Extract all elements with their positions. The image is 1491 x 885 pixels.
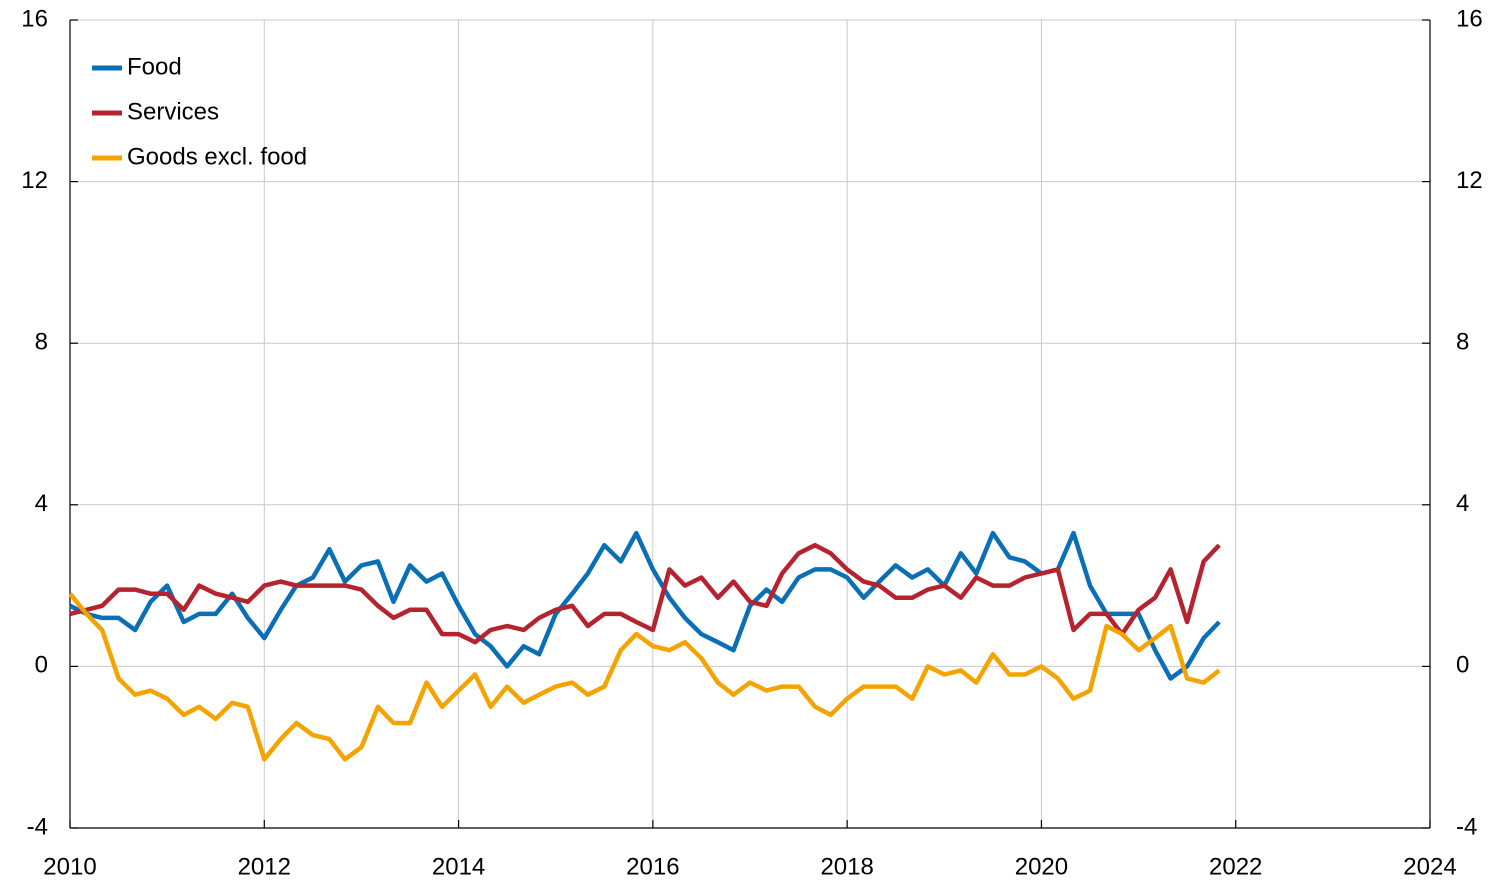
x-tick-label: 2010	[43, 853, 96, 880]
y-tick-label: 16	[21, 5, 48, 32]
y2-tick-label: 4	[1456, 490, 1469, 517]
y-tick-label: 0	[35, 652, 48, 679]
y2-tick-label: 16	[1456, 5, 1483, 32]
legend-label: Food	[127, 53, 182, 80]
x-tick-label: 2020	[1015, 853, 1068, 880]
x-tick-label: 2024	[1403, 853, 1456, 880]
x-tick-label: 2012	[238, 853, 291, 880]
legend-label: Services	[127, 98, 219, 125]
y2-tick-label: 12	[1456, 167, 1483, 194]
x-tick-label: 2022	[1209, 853, 1262, 880]
x-tick-label: 2014	[432, 853, 485, 880]
x-tick-label: 2016	[626, 853, 679, 880]
y-tick-label: 4	[35, 490, 48, 517]
y2-tick-label: 0	[1456, 652, 1469, 679]
series-line	[68, 592, 1221, 762]
series-line	[69, 542, 1221, 645]
y-tick-label: -4	[27, 813, 48, 840]
legend-label: Goods excl. food	[127, 143, 307, 170]
y2-tick-label: -4	[1456, 813, 1477, 840]
x-tick-label: 2018	[820, 853, 873, 880]
y-tick-label: 8	[35, 329, 48, 356]
y2-tick-label: 8	[1456, 329, 1469, 356]
series-line	[69, 530, 1221, 681]
y-tick-label: 12	[21, 167, 48, 194]
